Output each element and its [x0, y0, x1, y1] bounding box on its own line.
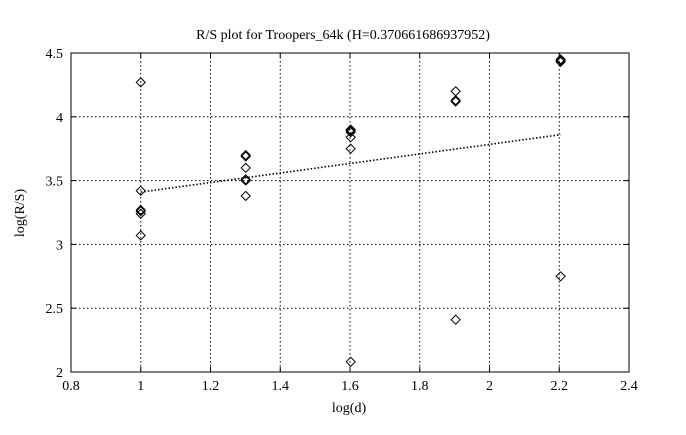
x-tick-label: 1.4: [272, 379, 290, 394]
x-tick-label: 1: [137, 379, 144, 394]
data-point-diamond: [240, 151, 251, 162]
data-point-diamond: [240, 175, 251, 186]
x-axis-label: log(d): [332, 401, 367, 416]
y-axis-label: log(R/S): [13, 189, 28, 238]
data-point-diamond: [135, 206, 146, 217]
x-tick-label: 2.4: [620, 379, 638, 394]
y-tick-label: 4.5: [46, 47, 64, 62]
data-point-diamond: [450, 314, 461, 325]
fit-line: [140, 133, 561, 193]
plot-frame: [70, 52, 630, 373]
chart-title: R/S plot for Troopers_64k (H=0.370661686…: [196, 28, 490, 43]
x-tick-label: 1.6: [341, 379, 359, 394]
data-point-diamond: [135, 204, 146, 216]
data-point-diamond: [345, 143, 356, 154]
data-point-diamond: [450, 86, 461, 97]
data-point-diamond: [240, 190, 251, 202]
data-point-diamond: [450, 95, 461, 106]
data-point-diamond: [345, 132, 356, 143]
data-point-diamond: [450, 96, 461, 107]
x-tick-label: 2.2: [551, 379, 569, 394]
data-point-diamond: [135, 230, 146, 241]
data-point-diamond: [135, 208, 146, 219]
data-point-diamond: [135, 185, 146, 197]
data-point-diamond: [555, 55, 566, 66]
data-point-diamond: [345, 124, 356, 135]
x-tick-label: 0.8: [62, 379, 80, 394]
data-point-diamond: [240, 174, 251, 185]
y-tick-label: 2: [56, 366, 63, 381]
y-tick-label: 4: [56, 111, 63, 126]
y-tick-label: 3.5: [46, 175, 64, 190]
x-tick-label: 2: [486, 379, 493, 394]
data-point-diamond: [345, 125, 356, 137]
data-point-diamond: [345, 126, 356, 138]
data-point-diamond: [345, 356, 356, 367]
y-tick-label: 2.5: [46, 302, 64, 317]
data-point-diamond: [240, 149, 251, 161]
data-point-diamond: [555, 271, 566, 282]
x-tick-label: 1.2: [202, 379, 220, 394]
grid: [71, 53, 629, 372]
axis-ticks: 0.8 1 1.2 1.4 1.6 1.8 2 2.2 2.4 2 2.5 3 3.5 4 4.5: [46, 47, 638, 394]
x-tick-label: 1.8: [411, 379, 429, 394]
data-points: [135, 54, 566, 367]
data-point-diamond: [555, 56, 566, 68]
fit-line-layer: [140, 133, 561, 193]
data-point-diamond: [555, 54, 566, 65]
y-tick-label: 3: [56, 238, 63, 253]
data-point-diamond: [240, 162, 251, 174]
data-point-diamond: [135, 77, 146, 88]
